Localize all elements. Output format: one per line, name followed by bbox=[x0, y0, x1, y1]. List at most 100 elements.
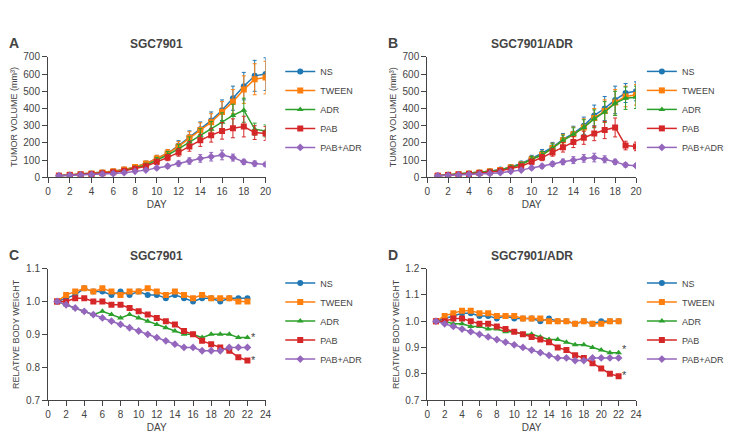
svg-text:16: 16 bbox=[216, 186, 228, 197]
svg-text:18: 18 bbox=[578, 409, 590, 420]
svg-text:*: * bbox=[251, 331, 256, 343]
svg-text:200: 200 bbox=[403, 137, 420, 148]
svg-text:PAB+ADR: PAB+ADR bbox=[320, 143, 362, 153]
svg-text:10: 10 bbox=[133, 409, 145, 420]
svg-text:16: 16 bbox=[187, 409, 199, 420]
svg-text:TWEEN: TWEEN bbox=[682, 86, 715, 96]
svg-text:0.9: 0.9 bbox=[405, 342, 419, 353]
svg-text:6: 6 bbox=[110, 186, 116, 197]
svg-text:12: 12 bbox=[173, 186, 185, 197]
svg-text:PAB: PAB bbox=[320, 124, 337, 134]
svg-text:0: 0 bbox=[34, 172, 40, 183]
svg-text:DAY: DAY bbox=[147, 199, 167, 210]
svg-text:14: 14 bbox=[169, 409, 181, 420]
svg-text:PAB: PAB bbox=[320, 336, 337, 346]
svg-text:700: 700 bbox=[23, 51, 40, 62]
svg-text:24: 24 bbox=[260, 409, 272, 420]
svg-text:20: 20 bbox=[630, 186, 642, 197]
svg-text:TWEEN: TWEEN bbox=[682, 298, 715, 308]
svg-text:0.9: 0.9 bbox=[26, 329, 40, 340]
svg-text:22: 22 bbox=[613, 409, 625, 420]
svg-text:12: 12 bbox=[547, 186, 559, 197]
svg-text:PAB+ADR: PAB+ADR bbox=[320, 355, 362, 365]
svg-text:10: 10 bbox=[526, 186, 538, 197]
svg-text:300: 300 bbox=[403, 120, 420, 131]
svg-text:14: 14 bbox=[543, 409, 555, 420]
svg-text:0.7: 0.7 bbox=[26, 395, 40, 406]
svg-text:2: 2 bbox=[63, 409, 69, 420]
svg-text:0: 0 bbox=[45, 409, 51, 420]
svg-text:B: B bbox=[388, 35, 398, 51]
svg-text:4: 4 bbox=[81, 409, 87, 420]
svg-text:1.1: 1.1 bbox=[26, 263, 40, 274]
svg-text:A: A bbox=[9, 35, 19, 51]
svg-text:18: 18 bbox=[206, 409, 218, 420]
svg-text:2: 2 bbox=[67, 186, 73, 197]
svg-text:0.8: 0.8 bbox=[405, 368, 419, 379]
svg-text:1.2: 1.2 bbox=[405, 263, 419, 274]
svg-text:DAY: DAY bbox=[522, 422, 542, 433]
svg-text:4: 4 bbox=[466, 186, 472, 197]
svg-text:PAB: PAB bbox=[682, 336, 699, 346]
svg-text:*: * bbox=[622, 343, 627, 355]
svg-text:6: 6 bbox=[477, 409, 483, 420]
svg-text:0.8: 0.8 bbox=[26, 362, 40, 373]
svg-text:NS: NS bbox=[682, 67, 695, 77]
svg-text:SGC7901: SGC7901 bbox=[130, 37, 183, 51]
svg-text:20: 20 bbox=[224, 409, 236, 420]
svg-text:PAB: PAB bbox=[682, 124, 699, 134]
svg-text:SGC7901/ADR: SGC7901/ADR bbox=[491, 249, 573, 263]
svg-text:ADR: ADR bbox=[320, 105, 340, 115]
svg-text:NS: NS bbox=[320, 67, 333, 77]
svg-text:20: 20 bbox=[260, 186, 272, 197]
svg-text:NS: NS bbox=[682, 279, 695, 289]
svg-text:2: 2 bbox=[445, 186, 451, 197]
svg-text:700: 700 bbox=[403, 51, 420, 62]
svg-text:8: 8 bbox=[508, 186, 514, 197]
svg-text:DAY: DAY bbox=[522, 199, 542, 210]
svg-text:SGC7901/ADR: SGC7901/ADR bbox=[491, 37, 573, 51]
svg-text:500: 500 bbox=[23, 86, 40, 97]
svg-text:6: 6 bbox=[100, 409, 106, 420]
svg-text:14: 14 bbox=[568, 186, 580, 197]
svg-text:8: 8 bbox=[118, 409, 124, 420]
svg-text:ADR: ADR bbox=[682, 317, 702, 327]
svg-text:6: 6 bbox=[487, 186, 493, 197]
svg-text:400: 400 bbox=[23, 103, 40, 114]
svg-text:4: 4 bbox=[459, 409, 465, 420]
svg-text:0: 0 bbox=[424, 409, 430, 420]
svg-text:600: 600 bbox=[23, 69, 40, 80]
svg-text:0: 0 bbox=[414, 172, 420, 183]
svg-text:22: 22 bbox=[242, 409, 254, 420]
svg-text:PAB+ADR: PAB+ADR bbox=[682, 143, 724, 153]
svg-text:TUMOR VOLUME (mm³): TUMOR VOLUME (mm³) bbox=[388, 67, 398, 167]
svg-text:1.0: 1.0 bbox=[26, 296, 40, 307]
svg-text:14: 14 bbox=[195, 186, 207, 197]
svg-text:12: 12 bbox=[151, 409, 163, 420]
svg-text:TUMOR VOLUME (mm³): TUMOR VOLUME (mm³) bbox=[9, 67, 19, 167]
svg-text:0: 0 bbox=[424, 186, 430, 197]
svg-text:C: C bbox=[9, 247, 19, 263]
svg-text:8: 8 bbox=[494, 409, 500, 420]
svg-text:600: 600 bbox=[403, 69, 420, 80]
svg-text:200: 200 bbox=[23, 137, 40, 148]
svg-text:0: 0 bbox=[45, 186, 51, 197]
svg-text:SGC7901: SGC7901 bbox=[130, 249, 183, 263]
svg-text:D: D bbox=[388, 247, 398, 263]
svg-text:8: 8 bbox=[132, 186, 138, 197]
svg-text:TWEEN: TWEEN bbox=[320, 86, 353, 96]
svg-text:0.7: 0.7 bbox=[405, 395, 419, 406]
svg-text:2: 2 bbox=[442, 409, 448, 420]
svg-text:4: 4 bbox=[89, 186, 95, 197]
svg-text:12: 12 bbox=[526, 409, 538, 420]
svg-text:RELATIVE BODY WEIGHT: RELATIVE BODY WEIGHT bbox=[11, 279, 21, 389]
svg-text:20: 20 bbox=[596, 409, 608, 420]
svg-text:400: 400 bbox=[403, 103, 420, 114]
svg-text:ADR: ADR bbox=[320, 317, 340, 327]
svg-text:18: 18 bbox=[238, 186, 250, 197]
svg-text:24: 24 bbox=[630, 409, 642, 420]
svg-text:10: 10 bbox=[151, 186, 163, 197]
svg-text:500: 500 bbox=[403, 86, 420, 97]
svg-text:*: * bbox=[622, 369, 627, 381]
svg-text:TWEEN: TWEEN bbox=[320, 298, 353, 308]
